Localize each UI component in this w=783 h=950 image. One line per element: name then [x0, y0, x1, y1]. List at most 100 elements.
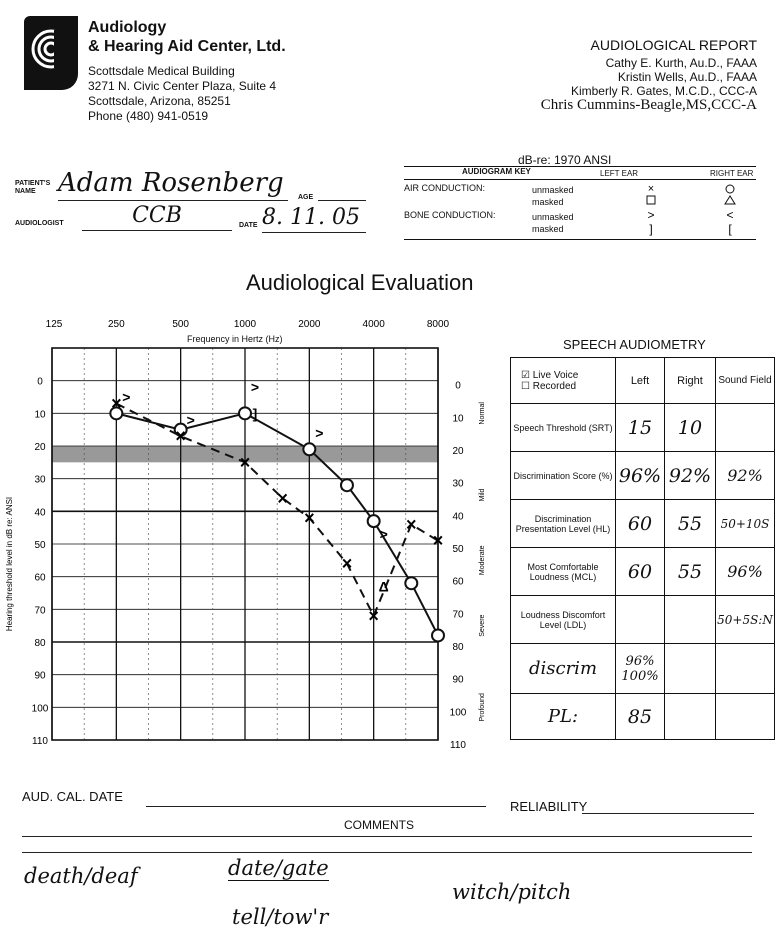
- db-tick-label-left: 100: [32, 703, 49, 714]
- sound-field-column-header: Sound Field: [715, 357, 775, 404]
- cal-date-label: AUD. CAL. DATE: [22, 789, 123, 804]
- discrimination-score-left: 96%: [615, 451, 665, 500]
- right-ear-line: [116, 412, 439, 636]
- db-tick-label-right: 60: [452, 577, 464, 588]
- bone-conduction-marker: Δ: [379, 578, 389, 594]
- air-conduction-label: AIR CONDUCTION:: [404, 183, 485, 193]
- severity-label: Severe: [479, 614, 486, 636]
- dbre-standard: dB-re: 1970 ANSI: [518, 153, 612, 167]
- clinic-building: Scottsdale Medical Building: [88, 64, 235, 78]
- ldl-left: [615, 595, 665, 644]
- right-ear-air-marker: [404, 576, 419, 591]
- audiogram-title: Audiological Evaluation: [246, 270, 474, 295]
- date-label: DATE: [239, 222, 258, 229]
- clinic-name: Audiology & Hearing Aid Center, Ltd.: [88, 18, 286, 56]
- bone-conduction-label: BONE CONDUCTION:: [404, 210, 496, 220]
- bone-conduction-marker: >: [380, 526, 388, 542]
- freq-tick-label: 4000: [363, 319, 386, 330]
- bone-masked-label: masked: [532, 224, 564, 234]
- db-tick-label-left: 0: [37, 377, 43, 388]
- left-bone-masked-symbol: ]: [649, 222, 652, 236]
- staff-member: Cathy E. Kurth, Au.D., FAAA: [605, 56, 757, 70]
- left-bone-unmasked-symbol: >: [647, 208, 654, 222]
- freq-tick-label: 250: [108, 319, 125, 330]
- pl-right: [664, 693, 716, 740]
- db-tick-label-right: 70: [452, 609, 464, 620]
- right-air-masked-symbol: [724, 195, 736, 205]
- bone-unmasked-label: unmasked: [532, 212, 574, 222]
- reliability-field[interactable]: [582, 813, 754, 814]
- audiogram-key-symbols: × > ] < [: [646, 183, 736, 236]
- recorded-option[interactable]: ☐ Recorded: [521, 381, 615, 392]
- mcl-sound-field: 96%: [715, 547, 775, 596]
- live-voice-option[interactable]: ☑ Live Voice: [521, 370, 615, 381]
- clinic-address: Scottsdale Medical Building 3271 N. Civi…: [88, 64, 276, 124]
- live-voice-label: Live Voice: [532, 369, 579, 381]
- left-ear-air-marker: ×: [111, 394, 122, 414]
- left-ear-air-marker: ×: [433, 531, 444, 551]
- freq-tick-label: 125: [46, 319, 63, 330]
- presentation-level-sound-field: 50+10S: [715, 499, 775, 548]
- db-tick-label-right: 30: [452, 479, 464, 490]
- audiologist-value: CCB: [132, 203, 182, 228]
- age-field[interactable]: [318, 188, 366, 201]
- mcl-left: 60: [615, 547, 665, 596]
- handwritten-note: tell/tow'r: [232, 905, 329, 929]
- srt-sound-field: [715, 403, 775, 452]
- discrimination-score-label: Discrimination Score (%): [510, 451, 616, 500]
- audiologist-label: AUDIOLOGIST: [15, 220, 64, 227]
- right-column-header: Right: [664, 357, 716, 404]
- db-tick-label-right: 0: [455, 381, 461, 392]
- pl-sound-field: [715, 693, 775, 740]
- right-ear-air-marker: [366, 514, 381, 529]
- db-tick-label-left: 60: [34, 573, 46, 584]
- air-unmasked-label: unmasked: [532, 185, 574, 195]
- mcl-right: 55: [664, 547, 716, 596]
- right-ear-air-marker: [109, 406, 124, 421]
- audiogram-key-title: AUDIOGRAM KEY: [462, 167, 531, 176]
- mcl-label: Most Comfortable Loudness (MCL): [510, 547, 616, 596]
- reliability-label: RELIABILITY: [510, 799, 588, 814]
- age-label: AGE: [298, 194, 314, 201]
- db-tick-label-right: 80: [452, 642, 464, 653]
- staff-member: Kimberly R. Gates, M.C.D., CCC-A: [570, 84, 757, 98]
- db-tick-label-left: 40: [34, 507, 46, 518]
- cal-date-field[interactable]: [146, 806, 486, 807]
- db-tick-label-right: 20: [452, 446, 464, 457]
- clinic-name-line1: Audiology: [88, 19, 167, 36]
- discrimination-score-row: Discrimination Score (%) 96% 92% 92%: [510, 451, 775, 500]
- db-tick-label-left: 110: [32, 736, 48, 747]
- date-field[interactable]: 8. 11. 05: [262, 205, 366, 233]
- patient-name-field[interactable]: Adam Rosenberg: [58, 168, 288, 201]
- left-ear-air-marker: ×: [368, 606, 379, 626]
- audiologist-field[interactable]: CCB: [82, 203, 232, 231]
- freq-tick-label: 1000: [234, 319, 257, 330]
- right-ear-header: RIGHT EAR: [710, 169, 754, 178]
- left-ear-air-marker: ×: [175, 426, 186, 446]
- db-tick-label-left: 10: [34, 409, 46, 420]
- db-tick-label-left: 80: [34, 638, 46, 649]
- comments-line-2: [22, 852, 752, 853]
- db-tick-label-right: 40: [452, 511, 464, 522]
- right-ear-air-marker: [302, 442, 317, 457]
- severity-label: Normal: [479, 402, 486, 425]
- presentation-level-row: Discrimination Presentation Level (HL) 6…: [510, 499, 775, 548]
- srt-right: 10: [664, 403, 716, 452]
- right-air-unmasked-symbol: [725, 184, 735, 194]
- presentation-level-label: Discrimination Presentation Level (HL): [510, 499, 616, 548]
- severity-label: Moderate: [479, 545, 486, 575]
- air-masked-label: masked: [532, 197, 564, 207]
- chart-frame: [51, 347, 439, 741]
- recorded-label: Recorded: [532, 380, 577, 392]
- left-air-masked-symbol: [646, 195, 656, 205]
- db-tick-label-right: 110: [450, 740, 466, 751]
- pl-left: 85: [615, 693, 665, 740]
- comments-line-1: [22, 836, 752, 837]
- db-tick-label-left: 50: [34, 540, 46, 551]
- report-title: AUDIOLOGICAL REPORT: [590, 37, 757, 53]
- checkbox-icon: ☐: [521, 380, 530, 392]
- right-ear-air-marker: [339, 478, 354, 493]
- handwritten-note: date/gate: [228, 856, 329, 881]
- speech-audiometry-title: SPEECH AUDIOMETRY: [563, 337, 706, 352]
- handwritten-note: witch/pitch: [452, 880, 572, 904]
